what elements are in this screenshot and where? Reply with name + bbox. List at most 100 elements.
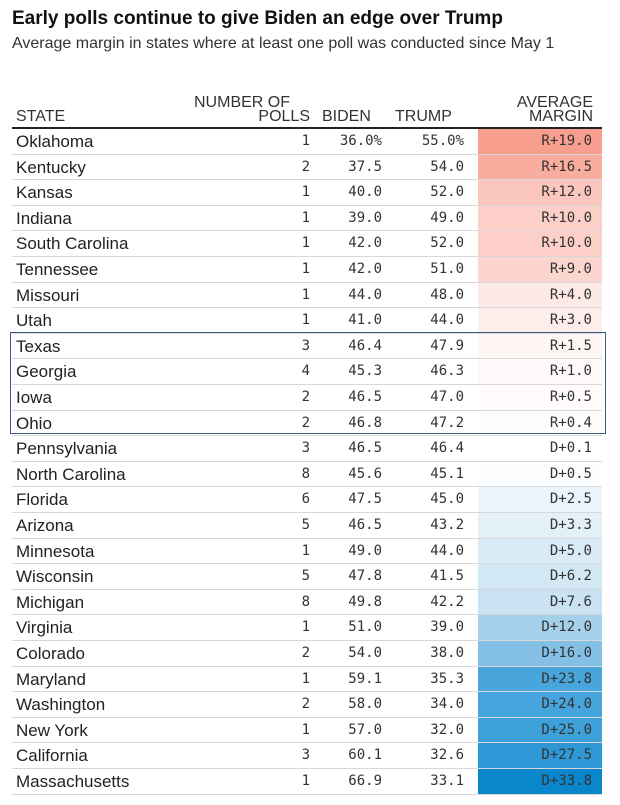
margin-cell: R+12.0 xyxy=(478,180,602,205)
biden-cell: 57.0 xyxy=(348,721,382,738)
biden-cell: 42.0 xyxy=(348,261,382,277)
biden-cell: 49.8 xyxy=(348,593,382,610)
state-cell: Texas xyxy=(16,336,61,356)
table-row: Florida 6 47.5 45.0 D+2.5 xyxy=(12,487,602,513)
table-row: California 3 60.1 32.6 D+27.5 xyxy=(12,743,602,769)
header-margin-line2: MARGIN xyxy=(529,108,593,125)
biden-cell: 47.8 xyxy=(348,568,382,585)
trump-cell: 45.1 xyxy=(430,465,464,482)
table-row: North Carolina 8 45.6 45.1 D+0.5 xyxy=(12,461,602,488)
table-row: Virginia 1 51.0 39.0 D+12.0 xyxy=(12,615,602,641)
polls-cell: 3 xyxy=(301,440,310,457)
biden-cell: 41.0 xyxy=(348,312,382,329)
margin-cell: D+23.8 xyxy=(478,666,602,692)
state-cell: Georgia xyxy=(16,362,77,382)
trump-cell: 47.0 xyxy=(430,389,464,405)
biden-cell: 66.9 xyxy=(348,773,382,789)
table-row: Iowa 2 46.5 47.0 R+0.5 xyxy=(12,385,602,411)
polls-cell: 1 xyxy=(301,312,310,329)
polls-cell: 1 xyxy=(301,721,310,738)
biden-cell: 47.5 xyxy=(348,491,382,508)
trump-cell: 51.0 xyxy=(430,261,464,277)
table-row: Michigan 8 49.8 42.2 D+7.6 xyxy=(12,589,602,616)
state-cell: Tennessee xyxy=(16,260,99,279)
trump-cell: 32.6 xyxy=(430,747,464,764)
table-row: Utah 1 41.0 44.0 R+3.0 xyxy=(12,308,602,334)
biden-cell: 42.0 xyxy=(348,235,382,252)
table-row: Oklahoma 1 36.0% 55.0% R+19.0 xyxy=(12,129,602,155)
margin-cell: R+1.5 xyxy=(478,333,602,359)
trump-cell: 34.0 xyxy=(430,696,464,713)
state-cell: Massachusetts xyxy=(16,772,130,791)
polls-cell: 1 xyxy=(301,542,310,559)
table-row: New York 1 57.0 32.0 D+25.0 xyxy=(12,717,602,744)
chart-subtitle: Average margin in states where at least … xyxy=(12,35,555,52)
trump-cell: 35.3 xyxy=(430,670,464,687)
polls-cell: 1 xyxy=(301,209,310,226)
margin-cell: R+19.0 xyxy=(478,129,602,154)
polls-cell: 1 xyxy=(301,286,310,303)
trump-cell: 44.0 xyxy=(430,542,464,559)
state-cell: Oklahoma xyxy=(16,132,94,151)
biden-cell: 49.0 xyxy=(348,542,382,559)
table-row: Wisconsin 5 47.8 41.5 D+6.2 xyxy=(12,564,602,590)
biden-cell: 46.5 xyxy=(348,440,382,457)
table-row: Kansas 1 40.0 52.0 R+12.0 xyxy=(12,180,602,206)
table-row: Pennsylvania 3 46.5 46.4 D+0.1 xyxy=(12,436,602,462)
margin-cell: R+0.4 xyxy=(478,410,602,436)
state-cell: Utah xyxy=(16,311,52,331)
margin-cell: D+5.0 xyxy=(478,538,602,564)
state-cell: New York xyxy=(16,720,88,740)
biden-cell: 60.1 xyxy=(348,747,382,764)
state-cell: Pennsylvania xyxy=(16,439,118,459)
polls-cell: 1 xyxy=(301,773,310,789)
table-row: Indiana 1 39.0 49.0 R+10.0 xyxy=(12,205,602,232)
margin-cell: D+6.2 xyxy=(478,564,602,589)
polls-cell: 8 xyxy=(301,465,310,482)
margin-cell: D+27.5 xyxy=(478,743,602,768)
state-cell: South Carolina xyxy=(16,234,129,254)
state-cell: Arizona xyxy=(16,516,74,535)
biden-cell: 39.0 xyxy=(348,209,382,226)
state-cell: North Carolina xyxy=(16,464,126,484)
biden-cell: 46.8 xyxy=(348,414,382,431)
state-cell: Wisconsin xyxy=(16,567,94,587)
state-cell: Kentucky xyxy=(16,157,86,177)
margin-cell: R+3.0 xyxy=(478,308,602,333)
header-trump: TRUMP xyxy=(395,108,452,125)
trump-cell: 41.5 xyxy=(430,568,464,585)
margin-cell: R+10.0 xyxy=(478,231,602,256)
table-row: Texas 3 46.4 47.9 R+1.5 xyxy=(12,333,602,360)
header-state: STATE xyxy=(16,108,66,125)
table-row: South Carolina 1 42.0 52.0 R+10.0 xyxy=(12,231,602,257)
polls-cell: 2 xyxy=(301,389,310,405)
polls-cell: 1 xyxy=(301,235,310,252)
biden-cell: 45.6 xyxy=(348,465,382,482)
header-polls-line1: NUMBER OF xyxy=(194,94,290,111)
polls-cell: 2 xyxy=(301,158,310,175)
polls-cell: 3 xyxy=(301,747,310,764)
table-row: Arizona 5 46.5 43.2 D+3.3 xyxy=(12,513,602,539)
trump-cell: 52.0 xyxy=(430,184,464,201)
polls-cell: 8 xyxy=(301,593,310,610)
margin-cell: D+3.3 xyxy=(478,513,602,538)
table-row: Maryland 1 59.1 35.3 D+23.8 xyxy=(12,666,602,693)
margin-cell: R+4.0 xyxy=(478,282,602,308)
margin-cell: D+0.1 xyxy=(478,436,602,461)
margin-cell: D+24.0 xyxy=(478,692,602,717)
margin-cell: R+9.0 xyxy=(478,257,602,282)
polls-cell: 2 xyxy=(301,696,310,713)
margin-cell: D+16.0 xyxy=(478,641,602,666)
table-row: Kentucky 2 37.5 54.0 R+16.5 xyxy=(12,154,602,181)
biden-cell: 58.0 xyxy=(348,696,382,713)
header-divider xyxy=(12,127,602,129)
table-row: Missouri 1 44.0 48.0 R+4.0 xyxy=(12,282,602,309)
state-cell: Iowa xyxy=(16,388,52,407)
trump-cell: 45.0 xyxy=(430,491,464,508)
margin-cell: D+2.5 xyxy=(478,487,602,512)
state-cell: Virginia xyxy=(16,618,73,638)
state-cell: Missouri xyxy=(16,285,80,305)
margin-cell: R+16.5 xyxy=(478,154,602,180)
margin-cell: D+25.0 xyxy=(478,717,602,743)
